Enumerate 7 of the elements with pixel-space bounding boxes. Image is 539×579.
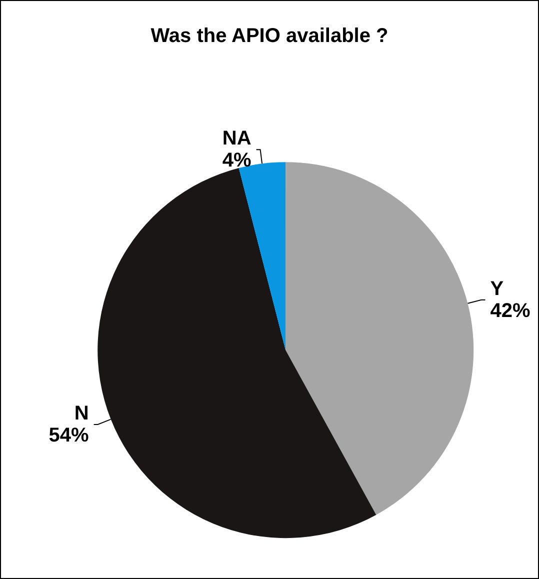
slice-label: N (74, 402, 89, 424)
data-label: 54% (48, 424, 90, 446)
chart-title: Was the APIO available ? (150, 25, 388, 47)
data-label: 4% (222, 150, 252, 172)
slice-label: Y (490, 278, 504, 300)
slice-label: NA (222, 128, 252, 150)
data-label: 42% (490, 300, 531, 322)
